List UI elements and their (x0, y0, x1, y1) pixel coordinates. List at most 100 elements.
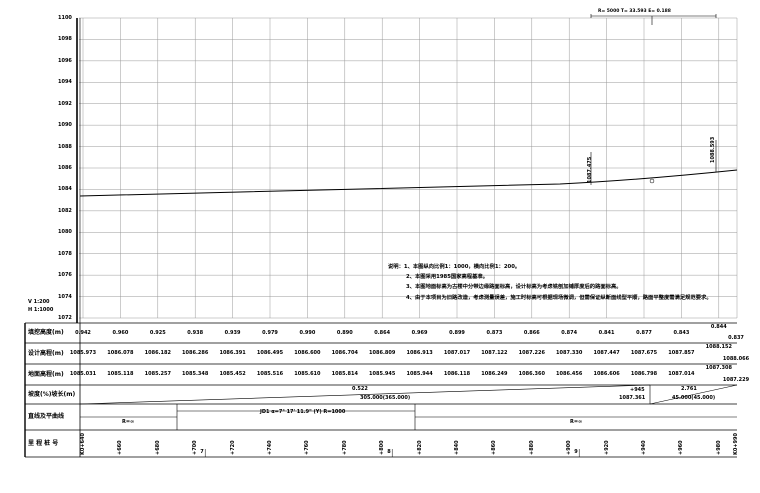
y-tick-label: 1092 (58, 100, 72, 107)
fill-height-value: 0.843 (673, 330, 690, 336)
stake-label: +800 (379, 440, 386, 455)
design-elev-value: 1087.330 (556, 350, 583, 356)
stake-label: +840 (454, 440, 460, 455)
row-label-ground: 地面高程(m) (28, 371, 64, 378)
fill-height-value: 0.969 (411, 330, 428, 336)
y-tick-label: 1076 (58, 272, 72, 279)
design-elev-value: 1086.495 (256, 350, 284, 356)
y-tick-label: 1094 (58, 79, 72, 86)
fill-height-value: 0.866 (523, 330, 540, 336)
stake-label: K0+640 (80, 433, 86, 455)
fill-height-value: 0.837 (728, 335, 744, 341)
ground-elev-value: 1086.456 (556, 371, 583, 377)
design-elev-value: 1087.857 (668, 350, 695, 356)
ground-elev-value: 1085.257 (144, 371, 171, 377)
grade-change-point (649, 178, 655, 184)
slope-line (649, 384, 738, 405)
y-tick-label: 1078 (58, 250, 72, 257)
ground-elev-value: 1087.229 (722, 377, 750, 383)
scale-horizontal: H 1:1000 (28, 307, 54, 313)
hundred-marker: 7 (200, 449, 204, 455)
alignment-left: R=∞ (122, 419, 135, 425)
stake-label: +980 (715, 440, 722, 455)
ground-elev-value: 1087.014 (668, 371, 695, 377)
stake-label: +820 (416, 440, 423, 455)
design-elev-value: 1086.913 (406, 350, 433, 356)
stake-label: +740 (267, 440, 273, 455)
fill-height-value: 0.925 (149, 330, 166, 336)
fill-height-value: 0.942 (75, 330, 91, 336)
stake-label: +920 (603, 440, 610, 455)
fill-height-value: 0.873 (486, 330, 503, 336)
fill-height-value: 0.877 (636, 330, 652, 336)
stake-label: +660 (117, 440, 124, 455)
design-elev-value: 1086.286 (182, 350, 209, 356)
grade-point-elev: 1087.361 (619, 395, 646, 401)
slope-grade-1: 0.522 (352, 386, 368, 392)
stake-label: +900 (566, 440, 573, 455)
fill-height-value: 0.938 (187, 330, 204, 336)
vc-end-label: 1088.593 (710, 136, 716, 163)
ground-elev-value: 1085.452 (219, 371, 246, 377)
stake-label: +960 (678, 440, 685, 455)
scale-vertical: V 1:200 (28, 299, 50, 305)
fill-height-value: 0.844 (710, 324, 727, 330)
stake-label: +880 (528, 440, 535, 455)
ground-elev-value: 1085.031 (69, 371, 97, 377)
slope-length-2: 45.000(45.000) (672, 395, 716, 401)
row-label-design: 设计高程(m) (28, 350, 64, 357)
note-4: 4、由于本项目为旧路改造，考虑测量误差，施工时标高可根据现场微调，但需保证纵断面… (406, 295, 712, 301)
slope-grade-2: 2.761 (681, 386, 697, 392)
y-tick-label: 1096 (58, 57, 72, 64)
y-tick-label: 1080 (58, 229, 72, 236)
ground-elev-value: 1087.308 (705, 365, 732, 371)
ground-elev-value: 1086.606 (593, 371, 620, 377)
vc-start-label: 1087.475 (587, 156, 593, 183)
fill-height-value: 0.864 (374, 330, 391, 336)
y-tick-label: 1072 (58, 315, 72, 321)
fill-height-value: 0.899 (449, 330, 465, 336)
row-label-fill: 填挖高度(m) (28, 329, 64, 336)
design-elev-value: 1086.600 (294, 350, 321, 356)
stake-label: +940 (641, 440, 647, 455)
vertical-curve-label: R= 5000 T= 33.593 E= 0.188 (598, 9, 671, 14)
y-tick-label: 1090 (58, 122, 72, 129)
fill-height-value: 0.890 (336, 330, 353, 336)
note-2: 2、本图采用1985国家高程基准。 (406, 274, 488, 280)
alignment-curve: JD1 α=7° 17' 11.9" (Y) R=1000 (260, 409, 346, 415)
design-elev-value: 1087.122 (481, 350, 508, 356)
stake-label: +860 (491, 440, 498, 455)
design-elev-value: 1088.152 (705, 344, 732, 350)
stake-label: +760 (304, 440, 311, 455)
fill-height-value: 0.874 (561, 330, 578, 336)
ground-elev-value: 1086.798 (630, 371, 658, 377)
stake-label: K0+990 (733, 433, 739, 455)
design-elev-value: 1088.066 (722, 356, 750, 362)
stake-label: +780 (341, 440, 348, 455)
design-elev-value: 1087.017 (443, 350, 471, 356)
hundred-marker: 9 (574, 449, 578, 455)
design-elev-value: 1086.704 (331, 350, 358, 356)
ground-elev-value: 1085.944 (406, 371, 433, 377)
ground-elev-value: 1085.814 (331, 371, 358, 377)
row-label-stake: 里 程 桩 号 (28, 440, 59, 447)
ground-elev-value: 1085.118 (107, 371, 134, 377)
fill-height-value: 0.990 (299, 330, 316, 336)
ground-elev-value: 1085.610 (294, 371, 321, 377)
design-profile-line (79, 169, 738, 197)
design-elev-value: 1087.447 (593, 350, 620, 356)
fill-height-value: 0.960 (112, 330, 129, 336)
design-elev-value: 1085.973 (69, 350, 97, 356)
grade-point-station: +945 (630, 387, 645, 393)
note-1: 说明：1、本图纵向比例1：1000，横向比例1：200。 (388, 264, 521, 270)
stake-label: +680 (154, 440, 161, 455)
y-tick-label: 1100 (58, 15, 72, 21)
ground-elev-value: 1086.118 (443, 371, 471, 377)
ground-elev-value: 1086.249 (481, 371, 508, 377)
stake-label: +720 (229, 440, 236, 455)
fill-height-value: 0.841 (598, 330, 615, 336)
design-elev-value: 1086.182 (144, 350, 171, 356)
ground-elev-value: 1085.348 (182, 371, 209, 377)
design-elev-value: 1087.226 (518, 350, 545, 356)
